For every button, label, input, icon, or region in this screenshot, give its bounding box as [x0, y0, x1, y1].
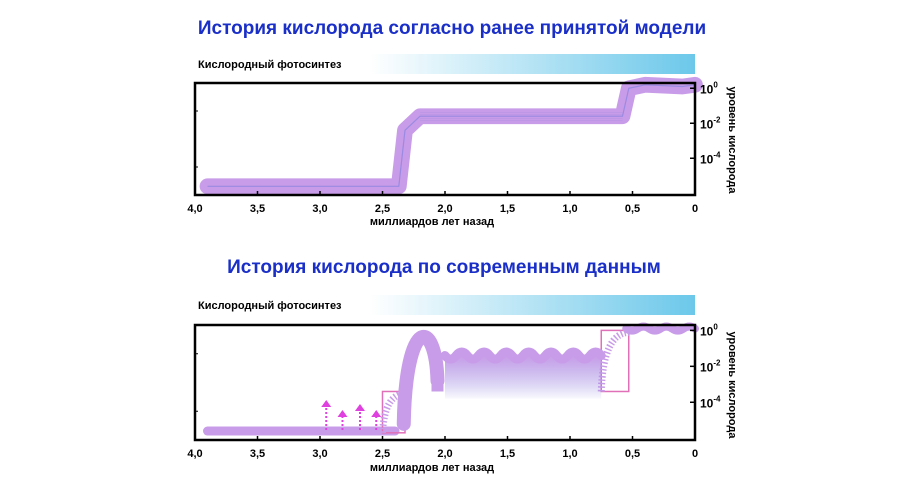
x-tick-label: 4,0 — [187, 448, 202, 460]
chart-top-plot — [199, 76, 703, 195]
oxygen-curve-line — [207, 84, 696, 187]
chart-bottom-band-label: Кислородный фотосинтез — [198, 300, 342, 312]
oxygen-whiff-arrow-icon — [355, 404, 365, 430]
chart-bottom-plot — [203, 322, 699, 436]
x-tick-label: 2,5 — [375, 203, 390, 215]
chart-top-band — [195, 54, 695, 74]
x-tick-label: 2,5 — [375, 448, 390, 460]
chart-top-y-label: уровень кислорода — [726, 87, 738, 195]
chart-top-x-ticks: 4,0 3,5 3,0 2,5 2,0 1,5 1,0 0,5 0 — [187, 191, 698, 215]
oxygen-whiff-arrow-icon — [321, 400, 332, 430]
y-tick-label: 100 — [700, 322, 718, 338]
chart-bottom: История кислорода по современным данным … — [187, 257, 738, 474]
x-tick-label: 0,5 — [625, 448, 640, 460]
x-tick-label: 1,0 — [562, 203, 577, 215]
middle-oxygen-wave — [440, 347, 606, 364]
x-tick-label: 1,0 — [562, 448, 577, 460]
x-tick-label: 0 — [692, 203, 698, 215]
x-tick-label: 2,0 — [437, 203, 452, 215]
x-tick-label: 2,0 — [437, 448, 452, 460]
chart-bottom-y-ticks: 100 10-2 10-4 — [195, 322, 721, 412]
oxygen-curve-band — [199, 76, 703, 195]
x-tick-label: 1,5 — [500, 448, 515, 460]
x-tick-label: 3,0 — [312, 203, 327, 215]
chart-top-x-label: миллиардов лет назад — [370, 216, 494, 228]
oxygen-whiff-arrow-icon — [371, 410, 382, 430]
chart-bottom-band — [195, 295, 695, 315]
y-tick-label: 10-4 — [700, 394, 721, 410]
x-tick-label: 0,5 — [625, 203, 640, 215]
x-tick-label: 0 — [692, 448, 698, 460]
late-oxygen-band — [622, 322, 699, 335]
chart-top-y-ticks: 100 10-2 10-4 — [195, 80, 721, 168]
chart-top-title: История кислорода согласно ранее принято… — [198, 18, 706, 39]
x-tick-label: 1,5 — [500, 203, 515, 215]
oxidation-event-peak — [396, 330, 445, 431]
x-tick-label: 3,5 — [250, 203, 265, 215]
y-tick-label: 10-4 — [700, 150, 721, 166]
chart-bottom-x-ticks: 4,0 3,5 3,0 2,5 2,0 1,5 1,0 0,5 0 — [187, 436, 698, 460]
transition-box — [600, 329, 630, 393]
x-tick-label: 3,0 — [312, 448, 327, 460]
oxygen-whiff-arrow-icon — [337, 410, 348, 430]
chart-bottom-y-label: уровень кислорода — [726, 332, 738, 440]
y-tick-label: 10-2 — [700, 115, 721, 131]
chart-bottom-x-label: миллиардов лет назад — [370, 462, 494, 474]
x-tick-label: 3,5 — [250, 448, 265, 460]
chart-top-band-label: Кислородный фотосинтез — [198, 59, 342, 71]
x-tick-label: 4,0 — [187, 203, 202, 215]
chart-bottom-title: История кислорода по современным данным — [227, 257, 661, 278]
y-tick-label: 10-2 — [700, 358, 721, 374]
y-tick-label: 100 — [700, 80, 718, 96]
transition-arc — [597, 328, 630, 392]
chart-top: История кислорода согласно ранее принято… — [187, 18, 738, 228]
